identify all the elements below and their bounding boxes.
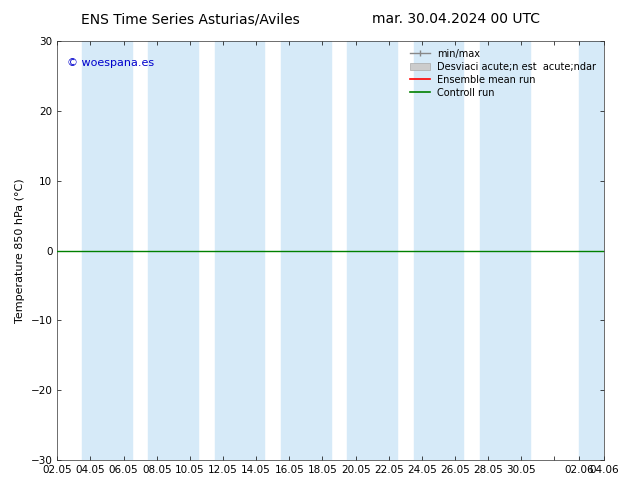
Bar bbox=[579, 41, 629, 460]
Bar bbox=[347, 41, 397, 460]
Bar bbox=[215, 41, 264, 460]
Bar bbox=[480, 41, 529, 460]
Bar bbox=[413, 41, 463, 460]
Text: © woespana.es: © woespana.es bbox=[67, 58, 154, 68]
Bar bbox=[148, 41, 198, 460]
Bar bbox=[281, 41, 331, 460]
Bar bbox=[82, 41, 132, 460]
Text: ENS Time Series Asturias/Aviles: ENS Time Series Asturias/Aviles bbox=[81, 12, 300, 26]
Y-axis label: Temperature 850 hPa (°C): Temperature 850 hPa (°C) bbox=[15, 178, 25, 323]
Text: mar. 30.04.2024 00 UTC: mar. 30.04.2024 00 UTC bbox=[373, 12, 540, 26]
Legend: min/max, Desviaci acute;n est  acute;ndar, Ensemble mean run, Controll run: min/max, Desviaci acute;n est acute;ndar… bbox=[407, 46, 599, 100]
